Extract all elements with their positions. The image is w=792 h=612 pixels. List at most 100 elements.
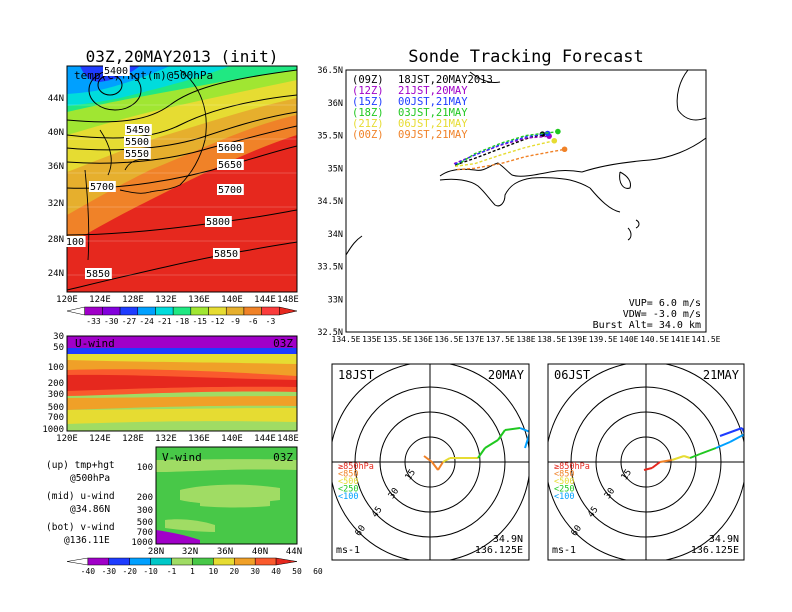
contour-label: 5650	[218, 160, 242, 171]
panel-notes: (up) tmp+hgt @500hPa (mid) u-wind @34.86…	[46, 460, 115, 546]
temperature-colorbar-label: -24	[139, 317, 154, 326]
wind-colorbar-swatch	[275, 557, 298, 566]
hodo-segment	[659, 459, 673, 463]
hodo-right-lat: 34.9N	[709, 534, 739, 545]
contour-label: 5500	[125, 137, 149, 148]
uwind-lon-label: 132E	[155, 434, 177, 444]
vwind-frame	[155, 446, 298, 545]
temperature-colorbar-swatch	[119, 306, 139, 316]
hodo-legend-item: <100	[338, 492, 358, 502]
wind-colorbar-label: 60	[313, 567, 323, 576]
uwind-pressure-label: 50	[53, 343, 64, 353]
wind-colorbar-label: 40	[271, 567, 281, 576]
map-frame	[66, 65, 298, 293]
temperature-colorbar-swatch	[102, 306, 121, 316]
hodo-legend-item: <850	[338, 470, 358, 480]
map-lon-label: 136E	[188, 295, 210, 305]
hodo-segment	[504, 427, 521, 431]
temperature-colorbar-label: -3	[266, 317, 276, 326]
wind-colorbar-labels: -40 -30 -20 -10 -1 1 10 20 30 40 50 60	[81, 567, 323, 576]
hodograph-left	[332, 364, 529, 560]
hodo-segment	[671, 455, 685, 461]
wind-colorbar-label: 20	[229, 567, 239, 576]
hodo-segment	[651, 461, 661, 469]
contour-label-bg	[125, 124, 152, 135]
wind-colorbar-label: 30	[250, 567, 260, 576]
contour-label-bg	[217, 142, 244, 153]
vup-readout: VUP= 6.0 m/s	[629, 298, 701, 309]
temperature-colorbar-swatch	[137, 306, 156, 316]
temperature-colorbar-swatch	[155, 306, 174, 316]
temperature-colorbar-swatch	[172, 306, 192, 316]
note-bot-bottom: @136.11E	[64, 535, 110, 546]
track-lon-label: 136E	[414, 335, 433, 344]
track-lon-label: 135.5E	[383, 335, 412, 344]
contour-label: 5450	[126, 125, 150, 136]
uwind-time: 03Z	[273, 337, 293, 350]
contour-label-bg	[103, 65, 130, 76]
contour-label-bg	[124, 148, 151, 159]
map-lon-label: 144E	[254, 295, 276, 305]
hodo-legend-item: <850	[554, 470, 574, 480]
track-lon-label: 138E	[516, 335, 535, 344]
legend-time-z: (15Z)	[352, 96, 384, 108]
hodo-legend-item: <100	[554, 492, 574, 502]
contour-label: 5850	[214, 249, 238, 260]
hodo-segment	[497, 429, 506, 441]
track-legend: (09Z) 18JST,20MAY2013 (12Z) 21JST,20MAY (15Z…	[352, 74, 493, 141]
hodo-segment	[519, 427, 529, 433]
temperature-colorbar-swatch	[225, 306, 245, 316]
temperature-colorbar-label: -30	[104, 317, 119, 326]
hodo-right-legend: ≥850hPa<850<500<250<100	[554, 462, 590, 502]
map-lat-labels: 44N 40N 36N 32N 28N 24N	[48, 94, 64, 279]
temperature-colorbar-swatch	[261, 306, 280, 316]
uwind-lon-label: 144E	[254, 434, 276, 444]
hodo-legend-item: ≥850hPa	[338, 462, 374, 472]
legend-time-text: 00JST,21MAY	[398, 96, 468, 108]
vwind-pressure-label: 500	[137, 518, 153, 528]
track-lat-labels: 36.5N 36N 35.5N 35N 34.5N 34N 33.5N 33N 32.5N	[317, 66, 343, 338]
hodo-segment	[442, 457, 451, 463]
temperature-colorbar-swatch	[279, 306, 298, 316]
map-lon-label: 148E	[277, 295, 299, 305]
hodo-right-lon: 136.125E	[691, 545, 739, 556]
track-series-line	[454, 133, 543, 166]
burst-point	[551, 137, 558, 144]
contour-label-bg	[85, 268, 112, 279]
temperature-colorbar	[66, 306, 298, 316]
hodo-ring-label: 30	[387, 486, 401, 501]
legend-time-text: 21JST,20MAY	[398, 85, 468, 97]
uwind-pressure-label: 500	[48, 403, 64, 413]
hodo-segment	[643, 467, 653, 471]
uwind-pressure-label: 1000	[42, 425, 64, 435]
hodo-left-date: 20MAY	[488, 368, 525, 382]
hodo-segment	[689, 453, 701, 459]
temperature-colorbar-label: -18	[175, 317, 190, 326]
track-lon-label: 140.5E	[640, 335, 669, 344]
hodo-legend-item: <500	[554, 477, 574, 487]
temperature-colorbar-label: -21	[157, 317, 172, 326]
track-lon-label: 135E	[362, 335, 381, 344]
note-up-bottom: @500hPa	[70, 473, 110, 484]
contour-label: 100	[66, 237, 84, 248]
track-lon-label: 137E	[465, 335, 484, 344]
wind-colorbar-swatch	[171, 557, 193, 566]
uwind-pressure-label: 300	[48, 390, 64, 400]
vwind-pressure-label: 700	[137, 528, 153, 538]
temperature-colorbar-swatch	[208, 306, 227, 316]
wind-colorbar-swatch	[234, 557, 256, 566]
track-lon-label: 139.5E	[589, 335, 618, 344]
uwind-lon-label: 136E	[188, 434, 210, 444]
track-series-line	[454, 132, 548, 165]
map-lon-label: 124E	[89, 295, 111, 305]
hodo-ring-label: 45	[370, 505, 384, 520]
burst-readout: Burst Alt= 34.0 km	[593, 320, 701, 331]
legend-time-text: 18JST,20MAY2013	[398, 74, 493, 86]
hodo-segment	[683, 455, 691, 459]
hodo-left-lon: 136.125E	[475, 545, 523, 556]
wind-colorbar-swatch	[66, 557, 89, 566]
burst-point	[555, 128, 561, 135]
wind-colorbar-label: 1	[190, 567, 195, 576]
